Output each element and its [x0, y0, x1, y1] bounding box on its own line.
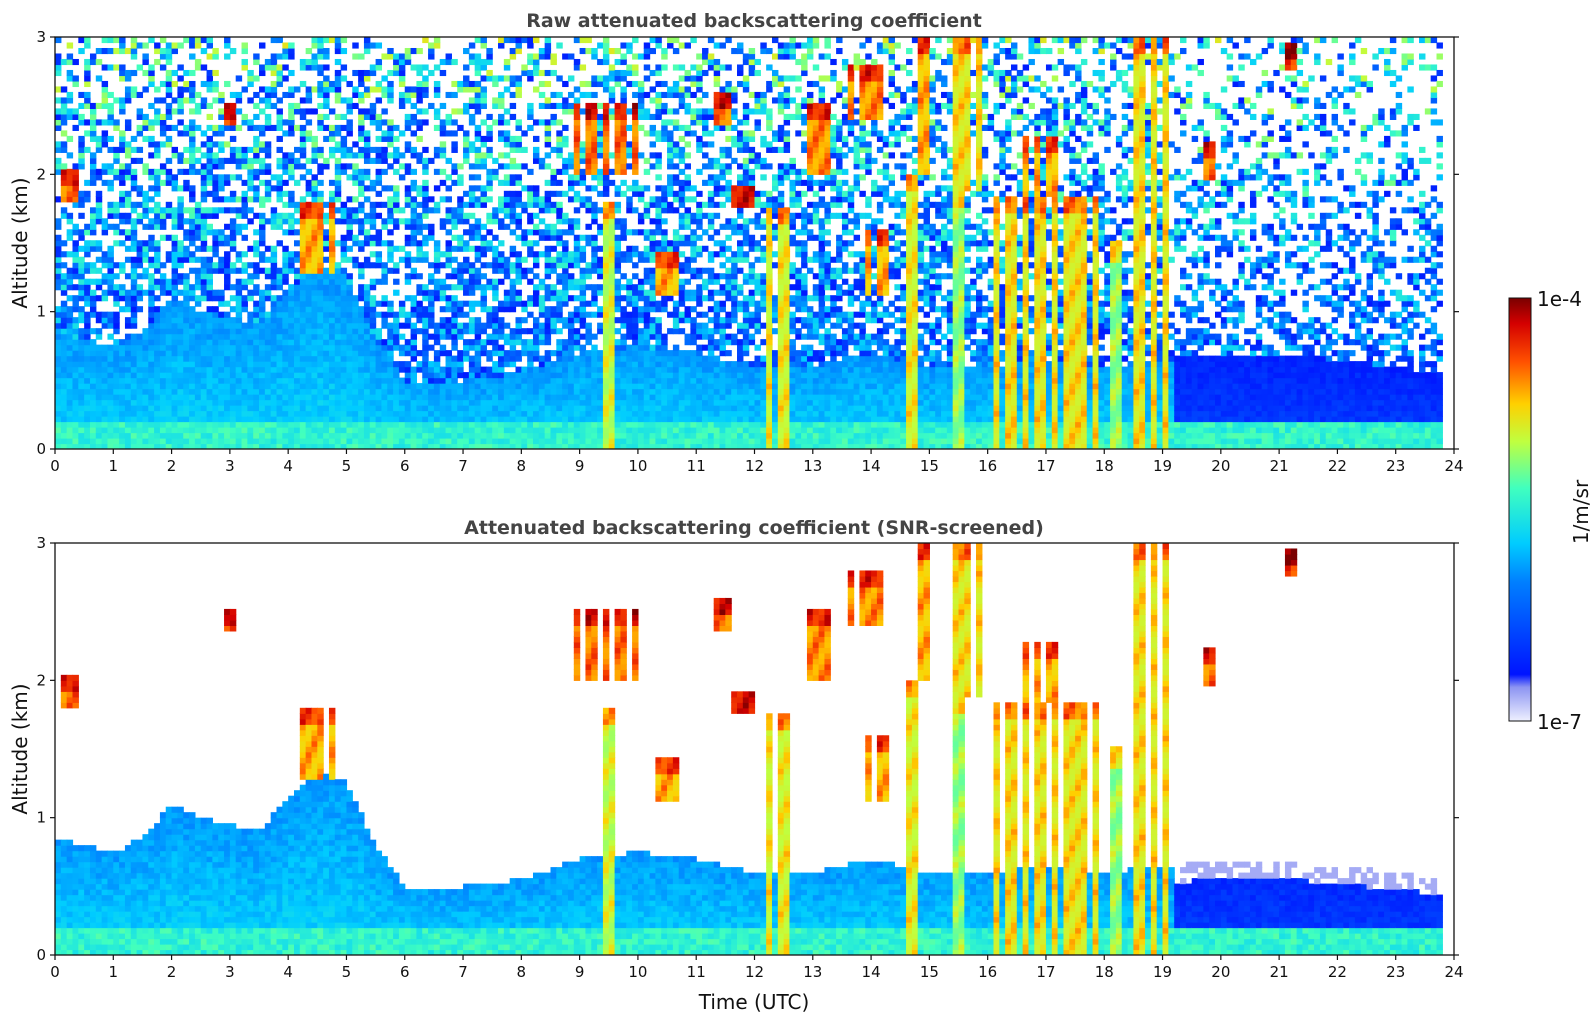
x-tick-label: 24 — [1444, 963, 1463, 981]
x-tick-label: 24 — [1444, 457, 1463, 475]
x-tick-label: 4 — [283, 963, 293, 981]
x-tick-label: 3 — [225, 963, 235, 981]
x-tick-label: 0 — [50, 457, 60, 475]
panel-screened-y-label: Altitude (km) — [8, 683, 32, 814]
x-tick-label: 22 — [1328, 457, 1347, 475]
x-tick-label: 20 — [1211, 963, 1230, 981]
panel-screened-heatmap — [55, 543, 1454, 955]
x-tick-label: 6 — [400, 963, 410, 981]
x-tick-label: 2 — [167, 457, 177, 475]
y-tick-label: 3 — [36, 28, 46, 46]
x-tick-label: 1 — [109, 457, 119, 475]
panel-raw-heatmap — [55, 37, 1454, 449]
x-tick-label: 8 — [517, 963, 527, 981]
x-tick-label: 19 — [1153, 457, 1172, 475]
x-tick-label: 17 — [1036, 963, 1055, 981]
x-tick-label: 15 — [920, 457, 939, 475]
x-axis-label: Time (UTC) — [698, 990, 810, 1014]
x-tick-label: 3 — [225, 457, 235, 475]
panel-raw-title: Raw attenuated backscattering coefficien… — [526, 10, 982, 32]
x-tick-label: 11 — [687, 963, 706, 981]
x-tick-label: 0 — [50, 963, 60, 981]
colorbar-gradient — [1508, 297, 1532, 722]
x-tick-label: 23 — [1386, 963, 1405, 981]
x-tick-label: 11 — [687, 457, 706, 475]
x-tick-label: 7 — [458, 457, 468, 475]
panel-screened: Attenuated backscattering coefficient (S… — [8, 517, 1464, 1014]
x-tick-label: 10 — [628, 457, 647, 475]
x-tick-label: 18 — [1095, 963, 1114, 981]
x-tick-label: 16 — [978, 457, 997, 475]
x-tick-label: 13 — [803, 457, 822, 475]
y-tick-label: 0 — [36, 440, 46, 458]
panel-screened-x-ticks: 0 1 2 3 4 5 6 7 8 9 10 11 12 13 14 15 16 17 18 19 20 21 22 23 24 — [50, 955, 1464, 981]
colorbar-units-label: 1/m/sr — [1569, 479, 1593, 544]
colorbar-min-label: 1e-7 — [1537, 710, 1582, 734]
x-tick-label: 21 — [1270, 457, 1289, 475]
x-tick-label: 13 — [803, 963, 822, 981]
panel-raw-x-ticks: 0 1 2 3 4 5 6 7 8 9 10 11 12 13 14 15 16 17 18 19 20 21 22 23 24 — [50, 449, 1464, 475]
x-tick-label: 12 — [745, 457, 764, 475]
panel-screened-title: Attenuated backscattering coefficient (S… — [464, 517, 1044, 539]
x-tick-label: 21 — [1270, 963, 1289, 981]
y-tick-label: 1 — [36, 303, 46, 321]
y-tick-label: 1 — [36, 809, 46, 827]
x-tick-label: 1 — [109, 963, 119, 981]
x-tick-label: 4 — [283, 457, 293, 475]
colorbar: 1e-4 1e-7 1/m/sr — [1508, 287, 1593, 734]
x-tick-label: 19 — [1153, 963, 1172, 981]
y-tick-label: 3 — [36, 534, 46, 552]
x-tick-label: 22 — [1328, 963, 1347, 981]
x-tick-label: 23 — [1386, 457, 1405, 475]
colorbar-max-label: 1e-4 — [1537, 287, 1582, 311]
panel-raw: Raw attenuated backscattering coefficien… — [8, 10, 1464, 475]
y-tick-label: 2 — [36, 671, 46, 689]
x-tick-label: 6 — [400, 457, 410, 475]
x-tick-label: 2 — [167, 963, 177, 981]
x-tick-label: 18 — [1095, 457, 1114, 475]
x-tick-label: 5 — [342, 963, 352, 981]
y-tick-label: 2 — [36, 165, 46, 183]
x-tick-label: 7 — [458, 963, 468, 981]
x-tick-label: 8 — [517, 457, 527, 475]
x-tick-label: 9 — [575, 457, 585, 475]
x-tick-label: 5 — [342, 457, 352, 475]
panel-screened-y-ticks: 0 1 2 3 — [36, 534, 1459, 964]
panel-raw-y-ticks: 0 1 2 3 — [36, 28, 1459, 458]
x-tick-label: 10 — [628, 963, 647, 981]
panel-raw-y-label: Altitude (km) — [8, 177, 32, 308]
x-tick-label: 16 — [978, 963, 997, 981]
x-tick-label: 20 — [1211, 457, 1230, 475]
x-tick-label: 17 — [1036, 457, 1055, 475]
x-tick-label: 14 — [862, 457, 881, 475]
x-tick-label: 12 — [745, 963, 764, 981]
y-tick-label: 0 — [36, 946, 46, 964]
x-tick-label: 15 — [920, 963, 939, 981]
x-tick-label: 14 — [862, 963, 881, 981]
x-tick-label: 9 — [575, 963, 585, 981]
